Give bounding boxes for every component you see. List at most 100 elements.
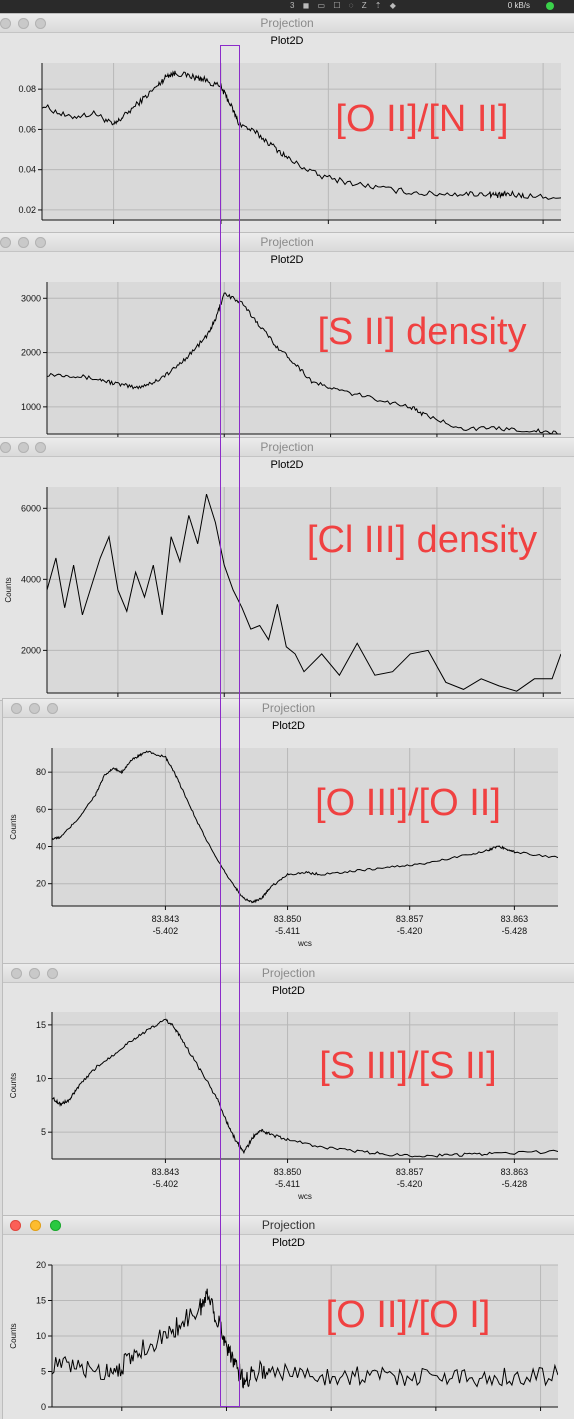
projection-window-6[interactable]: Projection Plot2D 0 5 10 15 20 Counts [O II]/[… — [3, 1216, 574, 1419]
x-tick-label: 83.850 — [274, 914, 302, 924]
ratio-label: [O II]/[N II] — [335, 98, 508, 140]
zoom-icon[interactable] — [35, 18, 46, 29]
window-titlebar[interactable]: Projection — [0, 438, 574, 457]
chart-sii-density: 1000 2000 3000 [S II] density — [21, 282, 561, 438]
x-tick-label: 83.843 — [152, 1167, 180, 1177]
y-tick-label: 2000 — [21, 645, 41, 655]
zoom-icon[interactable] — [35, 442, 46, 453]
y-tick-label: 40 — [36, 842, 46, 852]
x-tick-label: 83.857 — [396, 914, 424, 924]
projection-window-4[interactable]: Projection Plot2D 20 40 60 80 83.843 -5.402 83… — [3, 699, 574, 963]
plot-area — [42, 63, 561, 220]
menubar-status-icons: 3 ◼ ▭ ☐ ◌ Z ⇡ ◆ — [290, 1, 399, 10]
y-tick-label: 0.08 — [18, 84, 36, 94]
minimize-icon[interactable] — [29, 968, 40, 979]
x-tick-label: 83.850 — [274, 1167, 302, 1177]
x-tick-label-wcs: -5.420 — [397, 926, 423, 936]
y-axis-label: Counts — [9, 1073, 18, 1098]
chart-siii-sii: 5 10 15 83.843 -5.402 83.850 -5.411 83.857 -5.42… — [9, 1012, 558, 1201]
window-title: Projection — [260, 440, 314, 454]
close-icon[interactable] — [11, 703, 22, 714]
chart-oii-nii: 0.02 0.04 0.06 0.08 [O II]/[N II] — [18, 63, 561, 224]
y-tick-label: 1000 — [21, 402, 41, 412]
y-tick-label: 15 — [36, 1296, 46, 1306]
ratio-label: [O II]/[O I] — [326, 1294, 491, 1336]
plot-title: Plot2D — [271, 720, 306, 732]
menu-bar: 3 ◼ ▭ ☐ ◌ Z ⇡ ◆ 0 kB/s — [0, 0, 574, 14]
y-tick-label: 6000 — [21, 503, 41, 513]
y-tick-label: 4000 — [21, 574, 41, 584]
close-icon[interactable] — [10, 1220, 21, 1231]
series-line — [47, 493, 561, 692]
y-axis-label: Counts — [4, 577, 13, 602]
y-tick-label: 10 — [36, 1074, 46, 1084]
window-title: Projection — [261, 701, 316, 715]
x-tick-label: 83.843 — [152, 914, 180, 924]
x-axis-label: wcs — [297, 939, 312, 948]
x-tick-label-wcs: -5.428 — [502, 926, 528, 936]
chart-oiii-oii: 20 40 60 80 83.843 -5.402 83.850 -5.411 83.857 -5… — [9, 748, 558, 948]
status-dot-icon — [546, 2, 554, 10]
y-tick-label: 15 — [36, 1020, 46, 1030]
window-titlebar[interactable]: Projection — [3, 1216, 574, 1235]
ratio-label: [Cl III] density — [307, 519, 537, 561]
zoom-icon[interactable] — [50, 1220, 61, 1231]
x-tick-label-wcs: -5.402 — [153, 1179, 179, 1189]
window-title: Projection — [261, 1218, 316, 1232]
minimize-icon[interactable] — [29, 703, 40, 714]
ratio-label: [O III]/[O II] — [315, 782, 501, 824]
y-tick-label: 5 — [41, 1367, 46, 1377]
series-line — [52, 1018, 558, 1158]
x-tick-label-wcs: -5.411 — [275, 1179, 300, 1189]
window-titlebar[interactable]: Projection — [3, 964, 574, 983]
y-tick-label: 0 — [41, 1402, 46, 1412]
y-tick-label: 0.02 — [18, 205, 36, 215]
plot-title: Plot2D — [270, 35, 304, 47]
plot-title: Plot2D — [270, 254, 304, 266]
x-tick-label: 83.857 — [396, 1167, 424, 1177]
close-icon[interactable] — [0, 442, 11, 453]
minimize-icon[interactable] — [18, 18, 29, 29]
y-tick-label: 5 — [41, 1127, 46, 1137]
minimize-icon[interactable] — [30, 1220, 41, 1231]
y-tick-label: 80 — [36, 767, 46, 777]
projection-window-3[interactable]: Projection Plot2D 2000 4000 6000 Counts [Cl … — [0, 438, 574, 700]
y-tick-label: 0.06 — [18, 124, 36, 134]
series-line — [42, 70, 561, 200]
window-titlebar[interactable]: Projection — [3, 699, 574, 718]
plot-area — [52, 748, 558, 906]
ratio-label: [S II] density — [317, 311, 526, 353]
plot-title: Plot2D — [271, 1237, 306, 1249]
network-speed: 0 kB/s — [507, 1, 530, 10]
y-axis-label: Counts — [9, 814, 18, 839]
y-tick-label: 0.04 — [18, 165, 36, 175]
y-tick-label: 10 — [36, 1331, 46, 1341]
plot-area — [47, 487, 561, 693]
projection-window-1[interactable]: Projection Plot2D 0.02 0.04 0.06 0.08 [O II]… — [0, 14, 574, 236]
close-icon[interactable] — [11, 968, 22, 979]
minimize-icon[interactable] — [18, 442, 29, 453]
series-line — [52, 1288, 558, 1389]
y-tick-label: 20 — [36, 1260, 46, 1270]
window-title: Projection — [261, 966, 316, 980]
projection-window-5[interactable]: Projection Plot2D 5 10 15 83.843 -5.402 83.85… — [3, 964, 574, 1216]
zoom-icon[interactable] — [47, 703, 58, 714]
plot-area — [52, 1012, 558, 1159]
close-icon[interactable] — [0, 237, 11, 248]
plot-area — [47, 282, 561, 434]
y-tick-label: 2000 — [21, 348, 41, 358]
y-tick-label: 20 — [36, 879, 46, 889]
minimize-icon[interactable] — [18, 237, 29, 248]
ratio-label: [S III]/[S II] — [319, 1045, 496, 1087]
projection-window-2[interactable]: Projection Plot2D 1000 2000 3000 [S II] den… — [0, 233, 574, 441]
zoom-icon[interactable] — [47, 968, 58, 979]
y-tick-label: 3000 — [21, 293, 41, 303]
close-icon[interactable] — [0, 18, 11, 29]
y-tick-label: 60 — [36, 804, 46, 814]
zoom-icon[interactable] — [35, 237, 46, 248]
window-title: Projection — [260, 235, 314, 249]
series-line — [47, 292, 561, 434]
plot-title: Plot2D — [270, 459, 304, 471]
window-titlebar[interactable]: Projection — [0, 233, 574, 252]
window-titlebar[interactable]: Projection — [0, 14, 574, 33]
